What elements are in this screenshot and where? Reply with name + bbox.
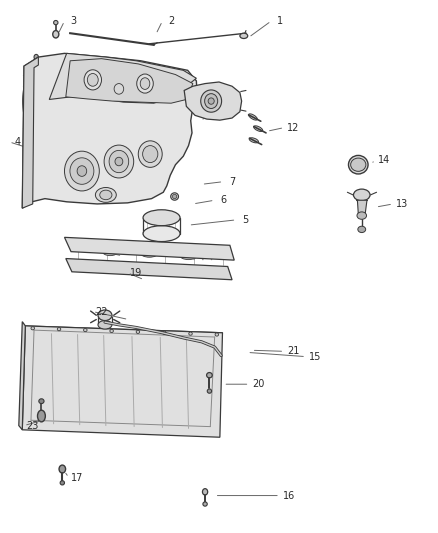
Ellipse shape bbox=[141, 249, 158, 257]
Polygon shape bbox=[66, 259, 232, 280]
Ellipse shape bbox=[77, 166, 87, 176]
Text: 14: 14 bbox=[378, 156, 391, 165]
Polygon shape bbox=[49, 53, 196, 103]
Polygon shape bbox=[66, 59, 193, 103]
Ellipse shape bbox=[95, 188, 116, 203]
Ellipse shape bbox=[249, 138, 258, 143]
Text: 15: 15 bbox=[308, 352, 321, 361]
Ellipse shape bbox=[207, 389, 212, 393]
Ellipse shape bbox=[353, 189, 370, 201]
Ellipse shape bbox=[102, 248, 118, 256]
Ellipse shape bbox=[143, 146, 158, 163]
Ellipse shape bbox=[138, 141, 162, 167]
Text: 5: 5 bbox=[242, 215, 248, 225]
Ellipse shape bbox=[207, 373, 212, 378]
Ellipse shape bbox=[162, 331, 166, 334]
Ellipse shape bbox=[64, 151, 99, 191]
Ellipse shape bbox=[110, 329, 113, 333]
Text: 11: 11 bbox=[208, 112, 221, 122]
Text: 3: 3 bbox=[70, 16, 76, 26]
Text: 23: 23 bbox=[27, 421, 39, 431]
Ellipse shape bbox=[136, 330, 140, 334]
Ellipse shape bbox=[98, 320, 112, 329]
Text: 22: 22 bbox=[95, 306, 108, 317]
Ellipse shape bbox=[28, 147, 32, 152]
Ellipse shape bbox=[205, 94, 218, 109]
Ellipse shape bbox=[28, 105, 32, 110]
Ellipse shape bbox=[28, 168, 32, 174]
Ellipse shape bbox=[173, 195, 177, 199]
Ellipse shape bbox=[57, 328, 61, 331]
Text: 2: 2 bbox=[168, 16, 174, 26]
Ellipse shape bbox=[59, 465, 66, 473]
Text: 12: 12 bbox=[287, 123, 299, 133]
Ellipse shape bbox=[358, 226, 366, 232]
Ellipse shape bbox=[143, 210, 180, 225]
Ellipse shape bbox=[349, 156, 368, 174]
Ellipse shape bbox=[39, 399, 44, 403]
Ellipse shape bbox=[84, 328, 87, 332]
Ellipse shape bbox=[109, 150, 129, 173]
Ellipse shape bbox=[53, 30, 59, 38]
Ellipse shape bbox=[254, 126, 263, 132]
Ellipse shape bbox=[351, 158, 366, 171]
Ellipse shape bbox=[104, 145, 134, 178]
Ellipse shape bbox=[143, 225, 180, 241]
Polygon shape bbox=[64, 237, 234, 260]
Polygon shape bbox=[22, 57, 39, 208]
Ellipse shape bbox=[34, 54, 39, 60]
Ellipse shape bbox=[60, 481, 64, 485]
Text: 20: 20 bbox=[252, 379, 265, 389]
Ellipse shape bbox=[180, 251, 197, 260]
Ellipse shape bbox=[208, 98, 214, 104]
Ellipse shape bbox=[202, 489, 208, 495]
Ellipse shape bbox=[137, 74, 153, 93]
Ellipse shape bbox=[53, 20, 58, 25]
Ellipse shape bbox=[140, 78, 150, 90]
Text: 4: 4 bbox=[15, 137, 21, 147]
Polygon shape bbox=[357, 200, 367, 214]
Polygon shape bbox=[22, 326, 223, 437]
Polygon shape bbox=[25, 326, 223, 349]
Ellipse shape bbox=[29, 141, 36, 149]
Polygon shape bbox=[184, 82, 242, 120]
Ellipse shape bbox=[240, 33, 248, 38]
Ellipse shape bbox=[215, 333, 219, 336]
Text: 21: 21 bbox=[287, 346, 299, 357]
Text: 17: 17 bbox=[71, 473, 84, 482]
Ellipse shape bbox=[201, 90, 222, 112]
Ellipse shape bbox=[28, 126, 32, 131]
Ellipse shape bbox=[100, 190, 112, 200]
Ellipse shape bbox=[203, 502, 207, 506]
Polygon shape bbox=[22, 53, 197, 208]
Ellipse shape bbox=[189, 332, 192, 335]
Ellipse shape bbox=[31, 327, 35, 330]
Ellipse shape bbox=[38, 410, 46, 422]
Ellipse shape bbox=[84, 70, 102, 90]
Text: 1: 1 bbox=[277, 16, 283, 26]
Ellipse shape bbox=[115, 157, 123, 166]
Ellipse shape bbox=[171, 193, 179, 200]
Ellipse shape bbox=[98, 310, 112, 320]
Ellipse shape bbox=[357, 212, 367, 219]
Text: 18: 18 bbox=[102, 246, 114, 256]
Text: 6: 6 bbox=[220, 195, 226, 205]
Ellipse shape bbox=[70, 158, 94, 184]
Polygon shape bbox=[19, 321, 25, 430]
Text: 13: 13 bbox=[396, 199, 408, 209]
Text: 7: 7 bbox=[229, 176, 235, 187]
Ellipse shape bbox=[248, 114, 258, 120]
Text: 16: 16 bbox=[283, 490, 295, 500]
Ellipse shape bbox=[28, 191, 32, 196]
Text: 19: 19 bbox=[130, 268, 142, 278]
Ellipse shape bbox=[87, 74, 98, 86]
Ellipse shape bbox=[114, 84, 124, 94]
